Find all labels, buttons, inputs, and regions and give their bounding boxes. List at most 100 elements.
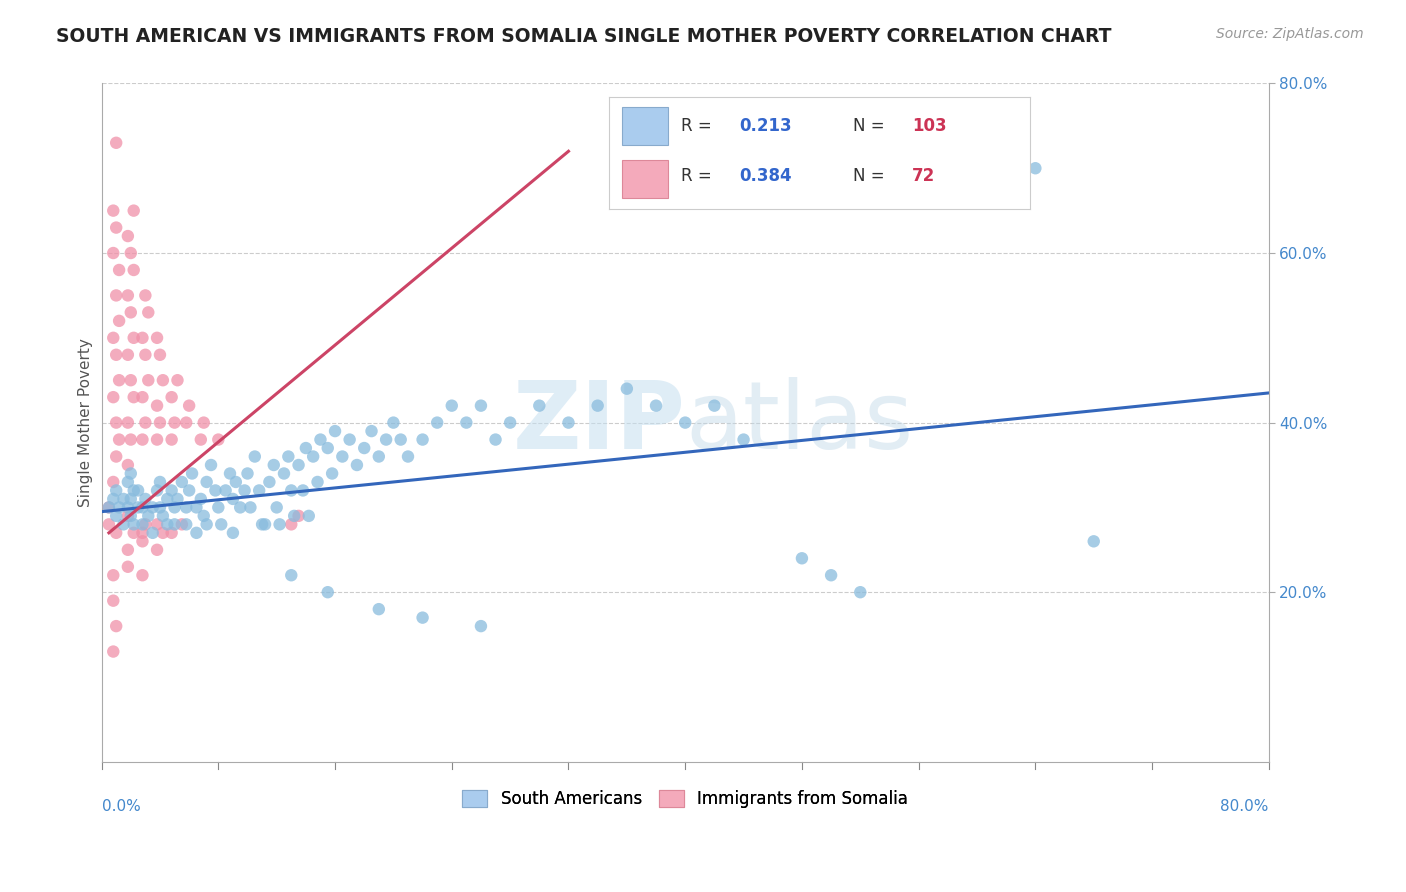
Point — [280, 568, 302, 582]
Point — [120, 467, 142, 481]
Point — [105, 416, 128, 430]
Point — [103, 568, 125, 582]
Point — [186, 500, 208, 515]
Point — [120, 246, 142, 260]
Point — [105, 450, 128, 464]
Point — [117, 475, 139, 489]
Point — [108, 263, 131, 277]
Point — [849, 585, 872, 599]
Point — [586, 399, 609, 413]
Point — [120, 508, 142, 523]
Point — [295, 441, 318, 455]
Point — [499, 416, 522, 430]
Point — [733, 433, 755, 447]
Point — [225, 475, 247, 489]
Point — [108, 373, 131, 387]
Point — [529, 399, 551, 413]
Point — [127, 483, 149, 498]
Point — [103, 644, 125, 658]
Point — [250, 517, 273, 532]
Point — [236, 467, 259, 481]
Point — [122, 263, 145, 277]
Point — [1024, 161, 1046, 176]
Point — [97, 500, 120, 515]
Point — [470, 619, 492, 633]
Text: Source: ZipAtlas.com: Source: ZipAtlas.com — [1216, 27, 1364, 41]
Point — [117, 542, 139, 557]
Point — [367, 450, 389, 464]
Point — [146, 399, 169, 413]
Point — [108, 314, 131, 328]
Point — [269, 517, 291, 532]
Point — [790, 551, 813, 566]
Point — [470, 399, 492, 413]
Point — [156, 517, 179, 532]
Point — [105, 136, 128, 150]
Point — [179, 483, 201, 498]
Point — [396, 450, 419, 464]
Point — [170, 517, 193, 532]
Text: 0.0%: 0.0% — [101, 799, 141, 814]
Point — [195, 475, 218, 489]
Point — [122, 517, 145, 532]
Point — [149, 475, 172, 489]
Point — [174, 500, 197, 515]
Point — [120, 491, 142, 506]
Point — [103, 203, 125, 218]
Point — [122, 203, 145, 218]
Point — [280, 483, 302, 498]
Point — [219, 467, 242, 481]
Point — [389, 433, 412, 447]
Point — [134, 517, 156, 532]
Point — [122, 331, 145, 345]
Point — [645, 399, 668, 413]
Point — [152, 373, 174, 387]
Point — [233, 483, 256, 498]
Text: SOUTH AMERICAN VS IMMIGRANTS FROM SOMALIA SINGLE MOTHER POVERTY CORRELATION CHAR: SOUTH AMERICAN VS IMMIGRANTS FROM SOMALI… — [56, 27, 1112, 45]
Point — [382, 416, 405, 430]
Point — [152, 525, 174, 540]
Point — [134, 348, 156, 362]
Point — [131, 433, 153, 447]
Point — [117, 559, 139, 574]
Point — [117, 458, 139, 472]
Point — [136, 373, 159, 387]
Point — [163, 500, 186, 515]
Point — [353, 441, 375, 455]
Point — [193, 508, 215, 523]
Point — [120, 373, 142, 387]
Point — [134, 416, 156, 430]
Point — [287, 458, 309, 472]
Point — [160, 433, 183, 447]
Point — [97, 500, 120, 515]
Point — [105, 348, 128, 362]
Point — [160, 483, 183, 498]
Point — [222, 491, 245, 506]
Point — [131, 500, 153, 515]
Point — [181, 467, 204, 481]
Point — [190, 433, 212, 447]
Point — [298, 508, 321, 523]
Point — [146, 517, 169, 532]
Point — [105, 288, 128, 302]
Point — [207, 500, 229, 515]
Point — [131, 390, 153, 404]
Point — [122, 525, 145, 540]
Point — [253, 517, 276, 532]
Point — [291, 483, 314, 498]
Point — [321, 467, 343, 481]
Point — [166, 491, 188, 506]
Point — [339, 433, 361, 447]
Point — [259, 475, 281, 489]
Point — [103, 475, 125, 489]
Point — [149, 500, 172, 515]
Point — [117, 288, 139, 302]
Point — [117, 348, 139, 362]
Point — [149, 416, 172, 430]
Point — [149, 348, 172, 362]
Point — [166, 373, 188, 387]
Point — [108, 433, 131, 447]
Point — [160, 525, 183, 540]
Point — [131, 568, 153, 582]
Text: ZIP: ZIP — [512, 376, 685, 468]
